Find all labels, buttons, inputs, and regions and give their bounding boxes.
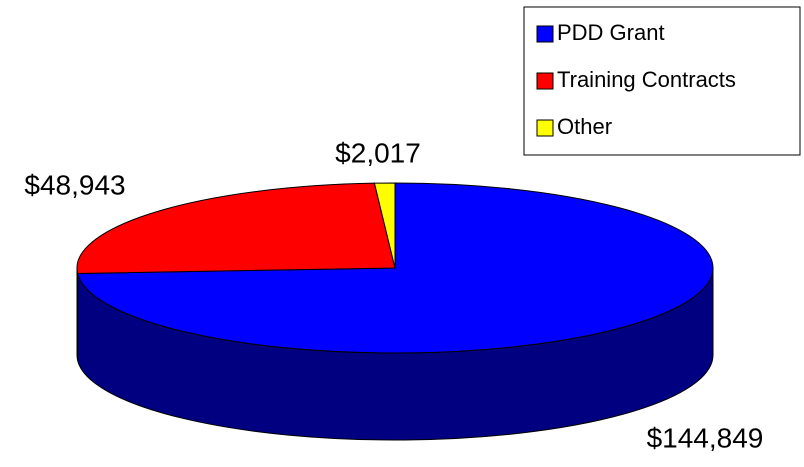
legend-swatch (536, 119, 554, 137)
legend-swatch (536, 72, 554, 90)
pie (76, 182, 714, 441)
data-label: $48,943 (24, 169, 125, 200)
data-label: $2,017 (335, 137, 421, 168)
slice (76, 182, 396, 274)
legend-box (523, 6, 801, 156)
legend-label: Other (557, 114, 612, 139)
data-label: $144,849 (647, 422, 764, 453)
slice (373, 182, 396, 269)
legend-swatch (536, 25, 554, 43)
legend-label: Training Contracts (557, 67, 736, 92)
slice-side (76, 267, 79, 361)
legend-label: PDD Grant (557, 20, 665, 45)
legend: PDD Grant Training Contracts Other (523, 6, 801, 156)
